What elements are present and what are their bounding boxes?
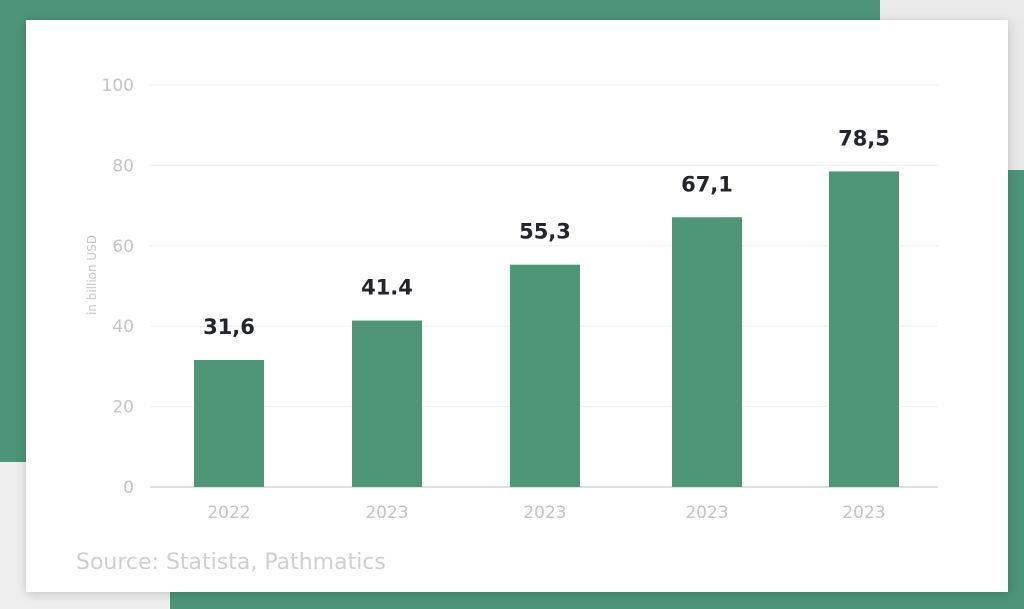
x-axis-ticks: 2022 2023 2023 2023 2023 bbox=[207, 503, 885, 523]
x-tick-label: 2023 bbox=[365, 503, 408, 523]
background-corner bbox=[0, 592, 170, 609]
bar bbox=[510, 264, 580, 487]
source-note: Source: Statista, Pathmatics bbox=[76, 550, 386, 575]
background-corner bbox=[1008, 20, 1024, 170]
data-label: 55,3 bbox=[519, 220, 571, 244]
background-corner bbox=[0, 462, 26, 609]
background-band bbox=[0, 0, 880, 20]
x-tick-label: 2023 bbox=[523, 503, 566, 523]
bar bbox=[672, 217, 742, 487]
data-label: 78,5 bbox=[838, 126, 890, 150]
y-tick-label: 60 bbox=[112, 237, 134, 257]
x-tick-label: 2023 bbox=[685, 503, 728, 523]
x-tick-label: 2023 bbox=[842, 503, 885, 523]
value-labels: 31,6 41.4 55,3 67,1 78,5 bbox=[203, 126, 890, 339]
bar bbox=[194, 359, 264, 487]
x-tick-label: 2022 bbox=[207, 503, 250, 523]
bar bbox=[829, 171, 899, 487]
y-tick-label: 80 bbox=[112, 156, 134, 176]
bars bbox=[194, 171, 899, 487]
bar bbox=[352, 320, 422, 487]
data-label: 31,6 bbox=[203, 315, 255, 339]
y-tick-label: 40 bbox=[112, 317, 134, 337]
y-tick-label: 20 bbox=[112, 398, 134, 418]
y-tick-label: 100 bbox=[102, 76, 134, 96]
data-label: 67,1 bbox=[681, 172, 733, 196]
y-tick-label: 0 bbox=[123, 478, 134, 498]
data-label: 41.4 bbox=[361, 276, 413, 300]
chart-card: 0 20 40 60 80 100 31,6 41.4 55,3 67,1 78,5 2022 20… bbox=[26, 20, 1008, 592]
y-axis-label: in billion USD bbox=[85, 235, 99, 315]
y-axis-ticks: 0 20 40 60 80 100 bbox=[102, 76, 134, 498]
